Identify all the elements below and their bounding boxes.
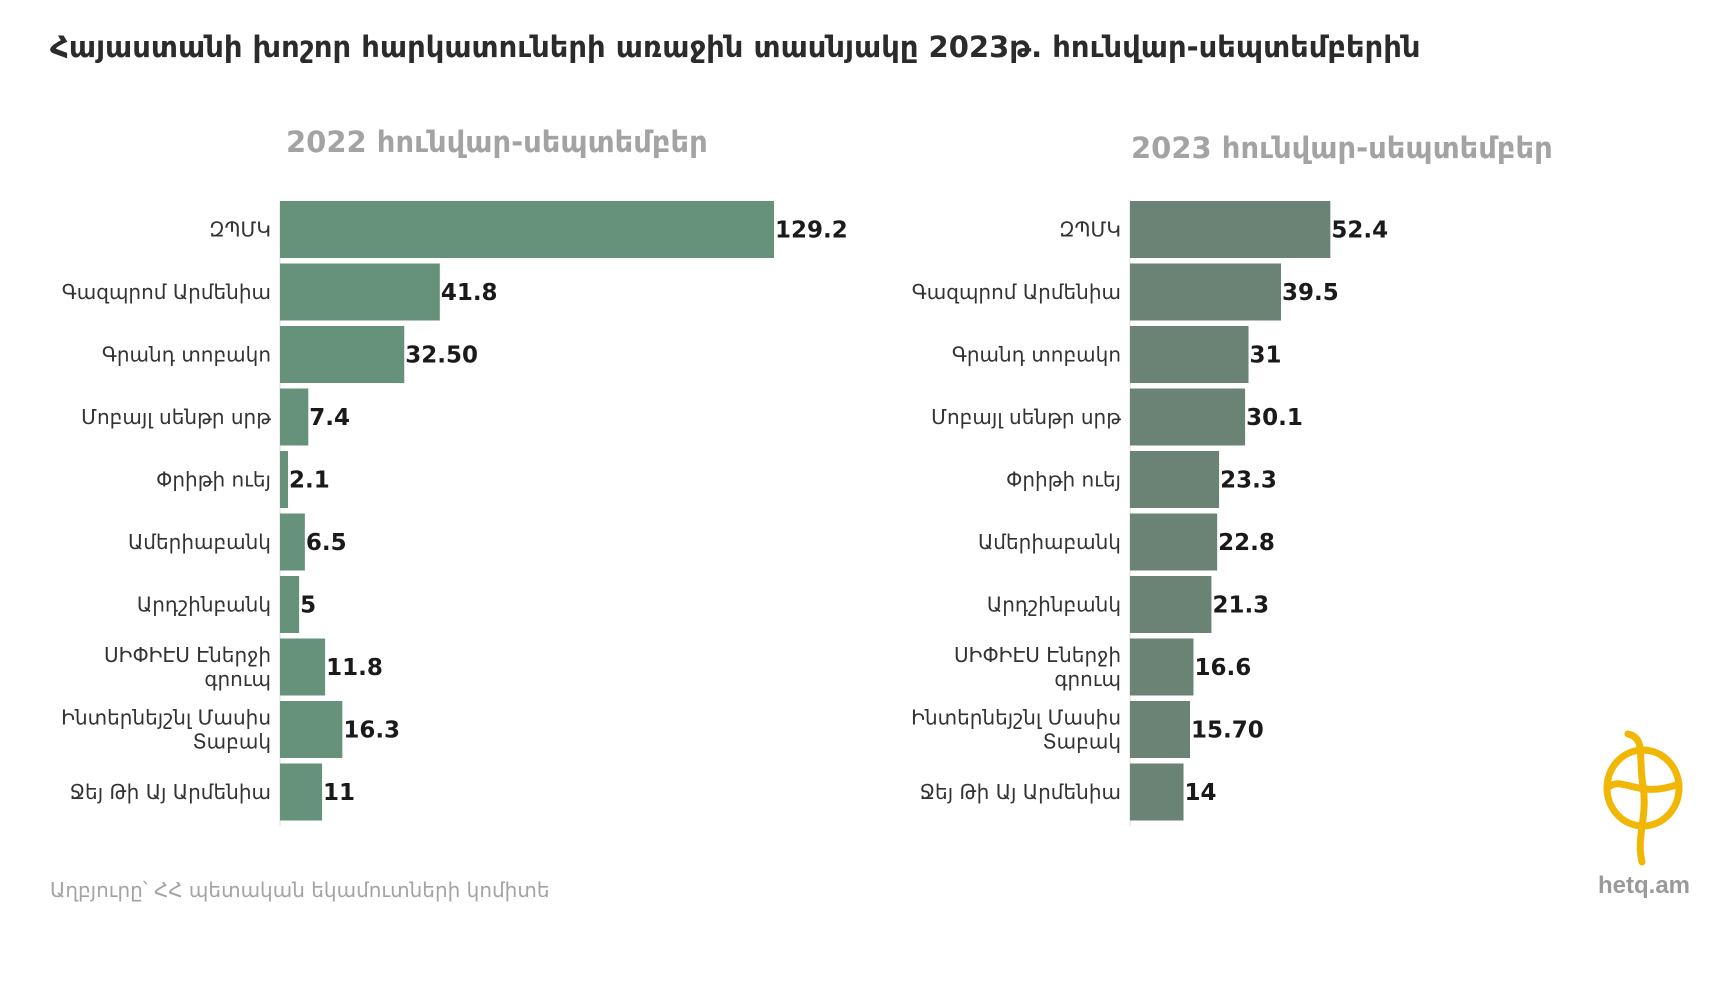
chart-title-2023: 2023 հունվար-սեպտեմբեր xyxy=(1131,131,1553,165)
value-label: 2.1 xyxy=(289,468,330,494)
value-label: 15.70 xyxy=(1191,718,1264,744)
bar xyxy=(280,201,774,258)
bar xyxy=(280,513,305,571)
category-label: Գրանդ տոբակո xyxy=(102,343,271,367)
bar xyxy=(1130,513,1218,571)
category-label: ՍԻՓԻԷՍ Էներջի գրուպ xyxy=(954,643,1121,691)
category-label: Ջեյ Թի Այ Արմենիա xyxy=(70,780,271,804)
bar xyxy=(280,263,440,321)
category-label: Գազպրոմ Արմենիա xyxy=(62,280,271,304)
category-label: Արդշինբանկ xyxy=(137,593,271,617)
value-label: 41.8 xyxy=(441,280,498,306)
bar xyxy=(1130,701,1191,758)
value-label: 16.3 xyxy=(343,718,400,744)
category-label: Փրիթի ուեյ xyxy=(156,468,271,492)
chart-title-2022: 2022 հունվար-սեպտեմբեր xyxy=(286,125,708,159)
value-label: 52.4 xyxy=(1331,218,1388,244)
bar xyxy=(1130,638,1194,696)
value-label: 14 xyxy=(1185,780,1217,806)
bar xyxy=(280,388,309,446)
bar xyxy=(280,701,343,758)
bar xyxy=(280,576,300,633)
category-label: Արդշինբանկ xyxy=(987,593,1121,617)
page-title: Հայաստանի խոշոր հարկատուների առաջին տասն… xyxy=(50,30,1421,64)
category-label: Գրանդ տոբակո xyxy=(952,343,1121,367)
bar xyxy=(1130,326,1249,383)
brand-name: hetq.am xyxy=(1598,872,1691,899)
bar xyxy=(1130,201,1331,258)
category-label: Ինտերնեյշնլ Մասիս Տաբակ xyxy=(61,706,271,754)
category-label: ԶՊՄԿ xyxy=(209,218,271,242)
value-label: 39.5 xyxy=(1282,280,1339,306)
hetq-logo-icon xyxy=(1603,730,1683,866)
source-note: Աղբյուրը՝ ՀՀ պետական եկամուտների կոմիտե xyxy=(50,878,550,902)
category-label: ՍԻՓԻԷՍ Էներջի գրուպ xyxy=(104,643,271,691)
category-label: Փրիթի ուեյ xyxy=(1006,468,1121,492)
bar xyxy=(1130,763,1184,821)
chart-0: 129.2 ԶՊՄԿ 41.8 Գազպրոմ Արմենիա 32.50 Գրանդ տ… xyxy=(61,201,848,826)
category-label: ԶՊՄԿ xyxy=(1059,218,1121,242)
value-label: 23.3 xyxy=(1220,468,1277,494)
value-label: 22.8 xyxy=(1218,530,1275,556)
category-label: Գազպրոմ Արմենիա xyxy=(912,280,1121,304)
bar xyxy=(1130,576,1212,633)
chart-1: 52.4 ԶՊՄԿ 39.5 Գազպրոմ Արմենիա 31 Գրանդ տոբակ… xyxy=(911,201,1388,826)
bar xyxy=(1130,451,1220,508)
category-label: Ջեյ Թի Այ Արմենիա xyxy=(920,780,1121,804)
value-label: 31 xyxy=(1250,343,1282,369)
category-label: Ամերիաբանկ xyxy=(978,530,1121,554)
bar xyxy=(280,638,326,696)
value-label: 21.3 xyxy=(1212,593,1269,619)
value-label: 11.8 xyxy=(326,655,383,681)
value-label: 7.4 xyxy=(309,405,350,431)
value-label: 16.6 xyxy=(1194,655,1251,681)
value-label: 129.2 xyxy=(775,218,848,244)
bar xyxy=(280,451,289,508)
bar xyxy=(1130,263,1282,321)
value-label: 32.50 xyxy=(405,343,478,369)
value-label: 6.5 xyxy=(306,530,347,556)
category-label: Ամերիաբանկ xyxy=(128,530,271,554)
category-label: Մոբայլ սենթր սրթ xyxy=(931,405,1121,429)
value-label: 11 xyxy=(323,780,355,806)
bar xyxy=(280,326,405,383)
value-label: 30.1 xyxy=(1246,405,1303,431)
category-label: Մոբայլ սենթր սրթ xyxy=(81,405,271,429)
category-label: Ինտերնեյշնլ Մասիս Տաբակ xyxy=(911,706,1121,754)
value-label: 5 xyxy=(300,593,316,619)
bar xyxy=(280,763,323,821)
bar xyxy=(1130,388,1246,446)
